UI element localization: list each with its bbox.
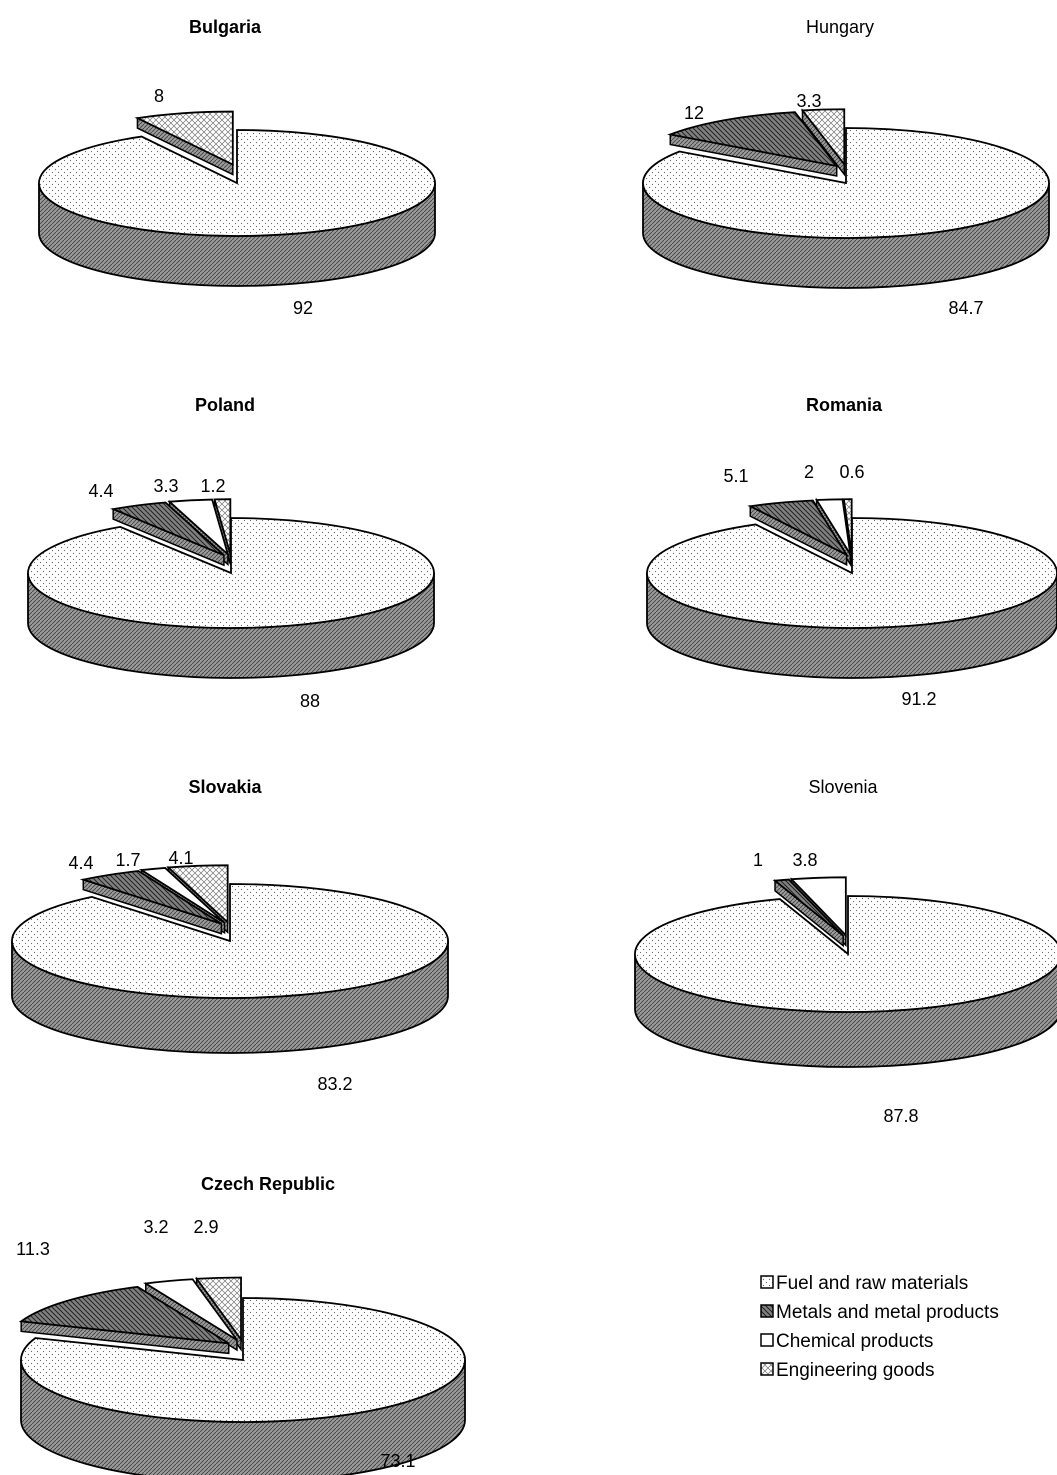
pie-bulgaria <box>38 110 436 287</box>
data-label-romania-fuel: 91.2 <box>901 689 936 709</box>
legend: Fuel and raw materials Metals and metal … <box>760 1273 999 1381</box>
pie-slice-czech-metals <box>18 1285 230 1355</box>
data-label-slovakia-metals: 4.4 <box>68 853 93 873</box>
pie-slice-slovenia-metals <box>772 878 844 948</box>
data-label-poland-engineering: 1.2 <box>200 476 225 496</box>
pie-poland <box>27 498 435 679</box>
data-label-romania-metals: 5.1 <box>723 466 748 486</box>
data-label-slovenia-chemical: 3.8 <box>792 850 817 870</box>
data-label-czech-chemical: 3.2 <box>143 1217 168 1237</box>
title-slovenia: Slovenia <box>808 777 878 797</box>
data-label-slovenia-fuel: 87.8 <box>883 1106 918 1126</box>
data-label-poland-fuel: 88 <box>300 691 320 711</box>
pie-slice-slovakia-fuel <box>11 883 449 1054</box>
pie-slice-hungary-metals <box>667 111 839 177</box>
legend-swatch-chemical <box>760 1333 774 1347</box>
pie-czech <box>18 1276 466 1475</box>
legend-swatch-engineering <box>760 1362 774 1376</box>
legend-label-chemical: Chemical products <box>776 1331 933 1352</box>
data-label-romania-chemical: 2 <box>804 462 814 482</box>
pie-slice-poland-fuel <box>27 517 435 679</box>
data-label-slovakia-fuel: 83.2 <box>317 1074 352 1094</box>
data-label-czech-engineering: 2.9 <box>193 1217 218 1237</box>
title-romania: Romania <box>806 395 883 415</box>
title-poland: Poland <box>195 395 255 415</box>
pie-slice-czech-fuel <box>20 1297 466 1475</box>
data-label-hungary-engineering: 3.3 <box>796 91 821 111</box>
legend-label-engineering: Engineering goods <box>776 1360 934 1381</box>
title-czech-republic: Czech Republic <box>201 1174 335 1194</box>
pie-slice-bulgaria-engineering <box>134 110 234 176</box>
data-label-czech-fuel: 73.1 <box>380 1451 415 1471</box>
data-label-czech-metals: 11.3 <box>16 1239 50 1259</box>
pie-slovenia <box>634 876 1057 1068</box>
data-label-hungary-fuel: 84.7 <box>948 298 983 318</box>
pie-romania <box>646 497 1057 679</box>
legend-swatch-metals <box>760 1304 774 1318</box>
pie-slovakia <box>11 864 449 1054</box>
pie-slice-romania-fuel <box>646 517 1057 679</box>
legend-swatch-fuel <box>760 1275 774 1289</box>
data-label-slovenia-metals: 1 <box>753 850 763 870</box>
pie-hungary <box>642 108 1050 289</box>
title-bulgaria: Bulgaria <box>189 17 262 37</box>
data-label-romania-engineering: 0.6 <box>839 462 864 482</box>
pie-slice-poland-metals <box>109 501 225 567</box>
title-hungary: Hungary <box>806 17 874 37</box>
data-label-poland-metals: 4.4 <box>88 481 113 501</box>
title-slovakia: Slovakia <box>188 777 262 797</box>
pie-slice-slovakia-metals <box>79 870 223 935</box>
data-label-slovakia-chemical: 1.7 <box>115 850 140 870</box>
data-label-hungary-metals: 12 <box>684 103 704 123</box>
data-label-slovakia-engineering: 4.1 <box>168 848 193 868</box>
data-label-poland-chemical: 3.3 <box>153 476 178 496</box>
pie-slice-hungary-engineering <box>800 108 846 177</box>
legend-label-metals: Metals and metal products <box>776 1302 999 1323</box>
pie-slice-slovenia-fuel <box>634 895 1057 1068</box>
pie-slice-romania-metals <box>747 499 850 566</box>
pie-slice-hungary-fuel <box>642 127 1050 289</box>
legend-label-fuel: Fuel and raw materials <box>776 1273 968 1294</box>
data-label-bulgaria-engineering: 8 <box>154 86 164 106</box>
pie-slice-bulgaria-fuel <box>38 129 436 287</box>
data-label-bulgaria-fuel: 92 <box>293 298 313 318</box>
